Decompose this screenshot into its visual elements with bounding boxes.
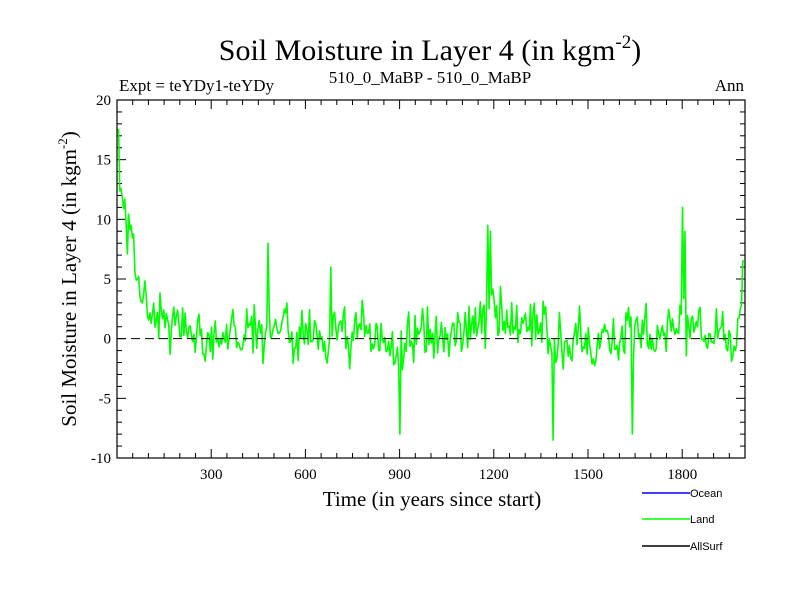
y-tick-label: 0 [104, 332, 112, 348]
chart-title: Soil Moisture in Layer 4 (in kgm-2) [219, 32, 641, 67]
subtitle-season: Ann [715, 76, 745, 95]
x-axis-label: Time (in years since start) [323, 487, 542, 511]
axis-ticks [117, 99, 745, 459]
x-tick-label: 1500 [573, 467, 603, 483]
y-tick-label: 10 [96, 212, 111, 228]
tick-labels: -10 -5 0 5 10 15 20 300 600 900 1200 1500 1800 [91, 93, 697, 483]
y-tick-label: 15 [96, 153, 111, 169]
legend-label-ocean: Ocean [690, 488, 722, 500]
legend-label-land: Land [690, 514, 714, 526]
y-tick-label: -5 [99, 391, 112, 407]
y-tick-label: -10 [91, 451, 111, 467]
x-tick-label: 900 [388, 467, 411, 483]
subtitle-period: 510_0_MaBP - 510_0_MaBP [329, 68, 531, 87]
legend: Ocean Land AllSurf [642, 488, 723, 553]
plot-frame [116, 99, 746, 459]
x-tick-label: 300 [200, 467, 223, 483]
data-series-group [117, 129, 745, 441]
x-tick-label: 1800 [667, 467, 697, 483]
y-axis-label: Soil Moisture in Layer 4 (in kgm-2) [55, 131, 81, 426]
x-tick-label: 600 [294, 467, 317, 483]
legend-label-allsurf: AllSurf [690, 541, 723, 553]
subtitle-experiment: Expt = teYDy1-teYDy [119, 76, 275, 95]
y-tick-label: 5 [104, 272, 112, 288]
y-tick-label: 20 [96, 93, 111, 109]
series-line-land [117, 129, 745, 441]
x-tick-label: 1200 [479, 467, 509, 483]
